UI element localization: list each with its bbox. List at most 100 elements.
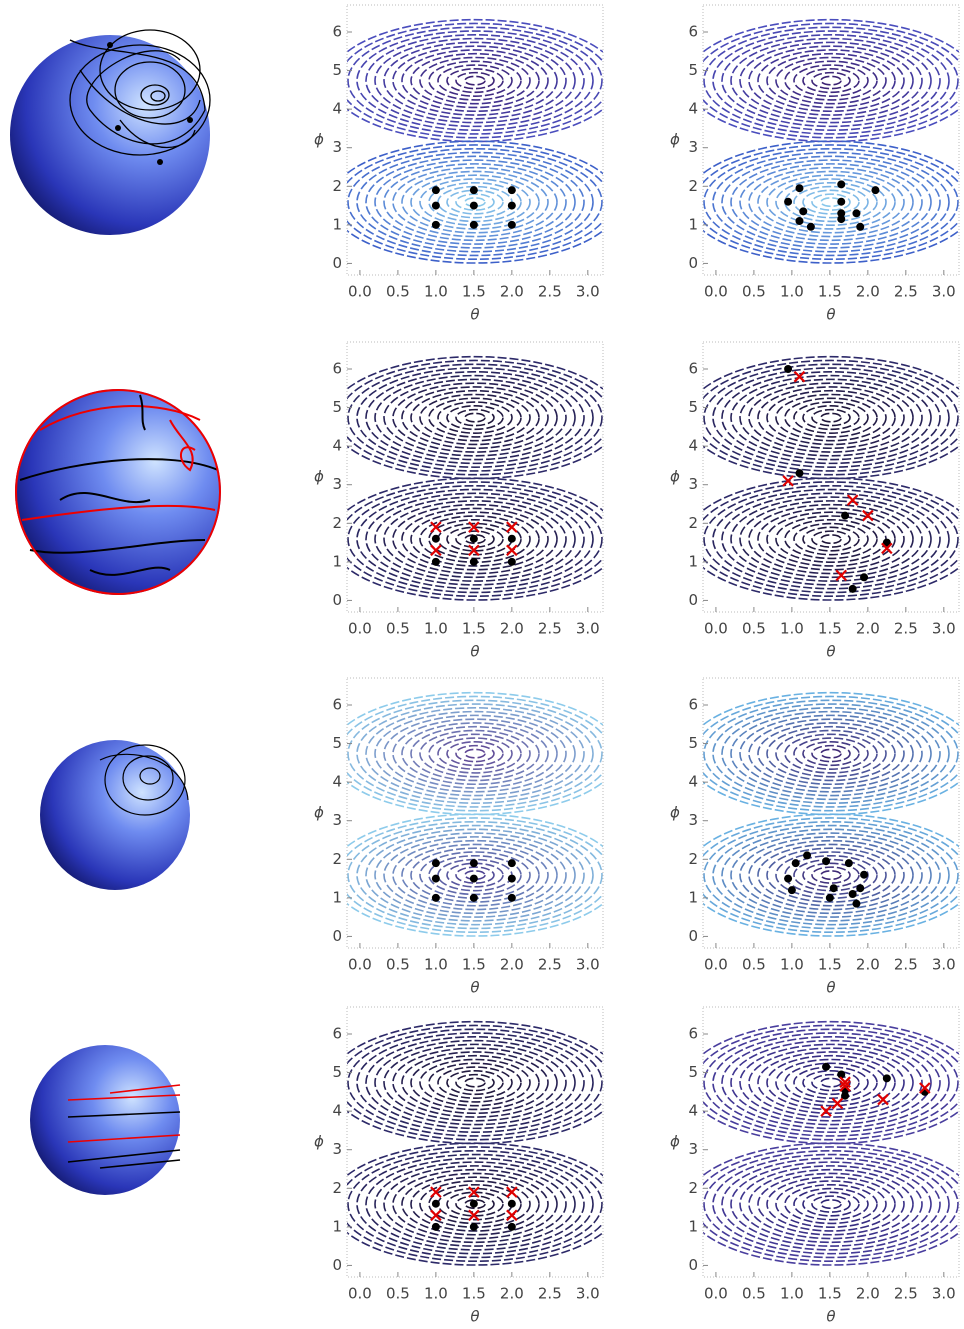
- streamline: [785, 1185, 877, 1224]
- y-tick-label: 4: [332, 100, 342, 118]
- y-tick-label: 0: [688, 591, 698, 609]
- y-tick-label: 6: [688, 360, 698, 378]
- x-axis-label: θ: [470, 643, 479, 661]
- y-tick-label: 0: [688, 927, 698, 945]
- cross: [832, 1098, 842, 1108]
- y-tick-label: 2: [332, 850, 342, 868]
- streamline: [785, 398, 877, 437]
- streamline: [393, 383, 557, 452]
- streamline: [456, 1075, 494, 1091]
- x-tick-label: 2.0: [856, 956, 880, 974]
- streamline: [722, 35, 940, 127]
- y-tick-label: 1: [688, 215, 698, 233]
- y-tick-label: 2: [688, 1179, 698, 1197]
- y-tick-label: 5: [332, 734, 342, 752]
- streamlines: [686, 1022, 964, 1265]
- y-tick-label: 1: [332, 888, 342, 906]
- x-tick-label: 0.0: [348, 1285, 372, 1303]
- streamline: [348, 1029, 602, 1136]
- point: [470, 535, 478, 543]
- point: [470, 221, 478, 229]
- streamline: [812, 531, 850, 547]
- streamline: [402, 50, 548, 111]
- x-tick-label: 0.0: [704, 620, 728, 638]
- streamline: [812, 73, 850, 89]
- point: [860, 871, 868, 879]
- streamline: [339, 360, 611, 474]
- cross: [431, 545, 441, 555]
- streamline: [794, 402, 868, 433]
- streamline: [429, 734, 521, 773]
- y-tick-label: 2: [688, 177, 698, 195]
- point: [849, 585, 857, 593]
- streamline: [785, 734, 877, 773]
- streamline: [429, 1063, 521, 1102]
- streamline: [348, 27, 602, 134]
- streamline: [704, 149, 958, 256]
- streamline: [438, 402, 512, 433]
- streamline: [695, 1147, 964, 1261]
- x-axis-label: θ: [470, 306, 479, 324]
- streamline: [794, 1067, 868, 1098]
- plot: 0.00.51.01.52.02.53.00123456θϕ: [670, 342, 964, 661]
- streamline: [375, 712, 575, 796]
- x-tick-label: 2.5: [538, 620, 562, 638]
- x-tick-label: 0.5: [742, 283, 766, 301]
- x-tick-label: 0.0: [348, 283, 372, 301]
- streamlines: [686, 20, 964, 263]
- streamline: [758, 1173, 904, 1234]
- streamline: [731, 712, 931, 796]
- plot: 0.00.51.01.52.02.53.00123456θϕ: [670, 5, 964, 324]
- streamline: [731, 497, 931, 581]
- streamline: [785, 520, 877, 559]
- figure: 0.00.51.01.52.02.53.00123456θϕ0.00.51.01…: [0, 0, 964, 1325]
- streamline: [438, 1067, 512, 1098]
- y-tick-label: 3: [332, 138, 342, 156]
- x-tick-label: 2.0: [500, 1285, 524, 1303]
- point: [784, 875, 792, 883]
- streamline: [348, 364, 602, 471]
- x-tick-label: 0.0: [348, 956, 372, 974]
- point: [508, 202, 516, 210]
- streamline: [695, 23, 964, 137]
- point: [822, 1063, 830, 1071]
- x-tick-label: 1.5: [462, 1285, 486, 1303]
- point: [837, 215, 845, 223]
- x-tick-label: 1.0: [424, 956, 448, 974]
- point: [470, 558, 478, 566]
- x-tick-label: 3.0: [932, 283, 956, 301]
- x-tick-label: 1.0: [424, 620, 448, 638]
- y-tick-label: 5: [688, 1063, 698, 1081]
- streamline: [456, 73, 494, 89]
- sphere-2: [15, 389, 221, 595]
- point: [841, 512, 849, 520]
- x-tick-label: 0.0: [704, 283, 728, 301]
- streamline: [722, 708, 940, 800]
- y-tick-label: 4: [688, 437, 698, 455]
- streamline: [758, 723, 904, 784]
- y-tick-label: 4: [332, 1102, 342, 1120]
- streamline: [731, 160, 931, 244]
- y-tick-label: 1: [688, 552, 698, 570]
- x-tick-label: 3.0: [576, 956, 600, 974]
- point: [799, 207, 807, 215]
- y-tick-label: 2: [332, 177, 342, 195]
- x-tick-label: 0.0: [704, 1285, 728, 1303]
- x-tick-label: 2.0: [856, 1285, 880, 1303]
- point: [788, 886, 796, 894]
- y-tick-label: 2: [688, 850, 698, 868]
- y-tick-label: 6: [332, 360, 342, 378]
- x-tick-label: 3.0: [576, 1285, 600, 1303]
- streamline: [794, 1189, 868, 1220]
- streamline: [438, 738, 512, 769]
- streamline: [402, 387, 548, 448]
- point: [508, 1200, 516, 1208]
- point: [807, 223, 815, 231]
- y-tick-label: 3: [332, 1140, 342, 1158]
- streamline: [758, 50, 904, 111]
- streamline: [339, 1025, 611, 1139]
- streamline: [339, 696, 611, 810]
- streamline: [375, 39, 575, 123]
- y-tick-label: 2: [688, 514, 698, 532]
- x-tick-label: 1.0: [780, 283, 804, 301]
